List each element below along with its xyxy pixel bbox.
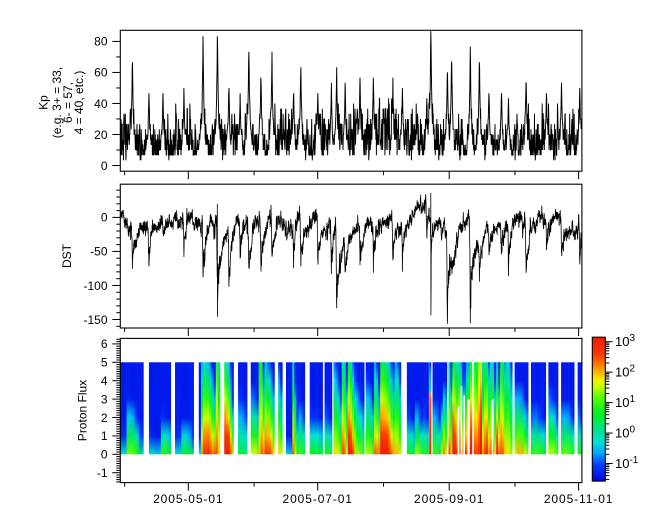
svg-text:2005-05-01: 2005-05-01 (153, 492, 223, 506)
svg-text:40: 40 (94, 97, 108, 111)
svg-text:4: 4 (101, 374, 108, 388)
svg-text:3: 3 (101, 392, 108, 406)
svg-text:-100: -100 (83, 279, 107, 293)
svg-text:0: 0 (101, 448, 108, 462)
svg-text:5: 5 (101, 356, 108, 370)
svg-text:20: 20 (94, 128, 108, 142)
svg-text:2005-11-01: 2005-11-01 (544, 492, 614, 506)
svg-text:-150: -150 (83, 313, 107, 327)
svg-text:6- = 57,: 6- = 57, (61, 82, 75, 123)
svg-text:4 = 40, etc.): 4 = 40, etc.) (72, 71, 86, 135)
svg-text:2: 2 (101, 411, 108, 425)
svg-text:2005-07-01: 2005-07-01 (283, 492, 353, 506)
svg-text:1: 1 (101, 429, 108, 443)
svg-text:0: 0 (101, 211, 108, 225)
svg-text:-50: -50 (90, 245, 108, 259)
svg-text:80: 80 (94, 35, 108, 49)
svg-text:-1: -1 (97, 466, 108, 480)
svg-text:2005-09-01: 2005-09-01 (414, 492, 484, 506)
svg-text:DST: DST (60, 243, 74, 268)
svg-text:6: 6 (101, 337, 108, 351)
svg-text:60: 60 (94, 66, 108, 80)
svg-text:Kp: Kp (36, 95, 50, 110)
svg-text:0: 0 (101, 159, 108, 173)
svg-text:(e.g. 3+ = 33,: (e.g. 3+ = 33, (50, 67, 64, 138)
svg-text:Proton Flux: Proton Flux (76, 380, 90, 441)
